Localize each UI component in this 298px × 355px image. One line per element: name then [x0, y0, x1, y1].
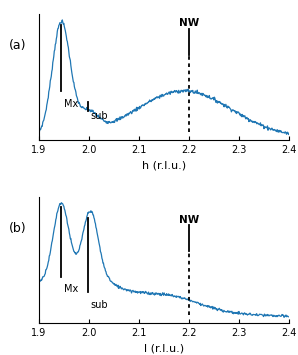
- X-axis label: h (r.l.u.): h (r.l.u.): [142, 161, 186, 171]
- Text: NW: NW: [179, 18, 199, 28]
- Text: Mx: Mx: [64, 284, 78, 294]
- Text: sub: sub: [90, 300, 108, 310]
- X-axis label: l (r.l.u.): l (r.l.u.): [144, 344, 184, 354]
- Text: sub: sub: [90, 111, 108, 121]
- Text: NW: NW: [179, 215, 199, 225]
- Text: (b): (b): [9, 222, 26, 235]
- Text: (a): (a): [9, 39, 26, 53]
- Text: Mx: Mx: [64, 99, 78, 109]
